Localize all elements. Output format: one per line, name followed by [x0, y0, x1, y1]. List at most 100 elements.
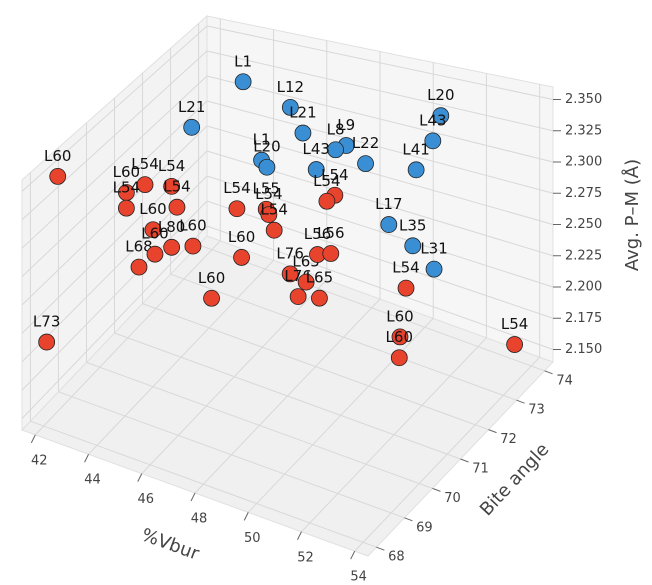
point-label: L43: [419, 111, 446, 129]
point: [380, 216, 398, 233]
point: [307, 161, 325, 178]
point: [432, 107, 450, 125]
point-label: L1: [234, 52, 252, 70]
tick-mark: [516, 399, 525, 404]
grid-line: [206, 225, 554, 350]
tick-mark: [544, 370, 553, 375]
grid-line: [21, 125, 208, 306]
point-label: L54: [392, 259, 419, 277]
grid-line: [206, 75, 554, 163]
point-label: L9: [337, 116, 355, 134]
point-label: L54: [255, 185, 282, 203]
x-tick-label: 52: [297, 550, 314, 565]
y-tick-label: 68: [388, 550, 405, 565]
point: [311, 289, 328, 307]
point-label: L41: [402, 140, 429, 158]
grid-line: [21, 100, 208, 277]
z-tick-label: 2.250: [565, 217, 602, 232]
point-label: L54: [163, 178, 190, 196]
point-label: L60: [139, 200, 166, 218]
point: [289, 288, 307, 306]
grid-line: [206, 125, 554, 225]
point: [404, 237, 422, 255]
grid-line: [58, 391, 405, 519]
point-label: L60: [141, 225, 168, 243]
point-label: L54: [113, 179, 140, 197]
point-label: L31: [420, 240, 447, 258]
grid-line: [86, 361, 433, 489]
point-label: L60: [198, 269, 225, 287]
tick-mark: [460, 458, 469, 463]
grid-line: [114, 332, 461, 460]
x-axis-label: %Vbur: [139, 524, 203, 564]
point: [163, 238, 181, 256]
tick-mark: [137, 473, 143, 482]
point-label: L68: [125, 238, 152, 256]
point-label: L54: [501, 315, 528, 333]
grid-line: [21, 50, 208, 221]
point: [234, 73, 252, 91]
point: [203, 289, 220, 307]
z-tick-label: 2.325: [565, 123, 602, 138]
point: [318, 192, 336, 210]
point-label: L21: [289, 104, 316, 122]
tick-mark: [297, 531, 302, 540]
point-label: L55: [252, 180, 279, 198]
point-label: L73: [33, 313, 60, 331]
grid-line: [198, 244, 545, 372]
point-label: L54: [313, 172, 340, 190]
grid-line: [206, 50, 554, 132]
point-label: L54: [260, 201, 287, 219]
point: [38, 333, 56, 351]
x-tick-label: 44: [84, 473, 101, 488]
point-label: L22: [352, 134, 379, 152]
point: [117, 199, 135, 217]
point-label: L54: [321, 166, 348, 184]
point-label: L65: [306, 269, 333, 287]
point: [136, 176, 154, 194]
y-tick-label: 74: [556, 373, 573, 388]
point: [281, 265, 299, 283]
grid-line: [206, 100, 554, 194]
point: [425, 260, 443, 278]
point-label: L60: [228, 228, 255, 246]
point-label: L17: [375, 195, 402, 213]
point-label: L35: [399, 216, 426, 234]
grid-line: [30, 420, 377, 548]
z-tick-label: 2.275: [565, 186, 602, 201]
point-label: L12: [277, 78, 304, 96]
point-label: L20: [427, 86, 454, 104]
tick-mark: [432, 487, 441, 492]
point: [281, 98, 299, 116]
point: [357, 155, 374, 173]
grid-line: [206, 25, 554, 100]
point-label: L80: [158, 218, 185, 236]
point: [391, 328, 409, 346]
grid-line: [142, 303, 489, 431]
point: [322, 245, 340, 262]
point: [258, 158, 276, 176]
x-tick-label: 48: [191, 512, 208, 527]
point-label: L8: [327, 120, 345, 138]
point-label: L1: [253, 131, 271, 149]
tick-mark: [404, 517, 413, 522]
grid-line: [170, 273, 517, 401]
point: [297, 273, 315, 291]
grid-line: [21, 25, 208, 192]
point: [294, 124, 312, 142]
y-tick-label: 73: [528, 403, 545, 418]
x-tick-label: 46: [137, 492, 154, 507]
y-axis-label: Bite angle: [476, 439, 554, 520]
point: [407, 161, 425, 179]
point-label: L54: [158, 157, 185, 175]
point-label: L60: [179, 217, 206, 235]
point-label: L56: [304, 225, 331, 243]
point: [168, 198, 186, 216]
z-axis-label: Avg. P–M (Å): [621, 159, 643, 271]
z-tick-label: 2.175: [565, 311, 602, 326]
point-label: L60: [386, 307, 413, 325]
point: [397, 279, 415, 297]
y-tick-label: 71: [472, 462, 489, 477]
grid-line: [21, 75, 208, 249]
